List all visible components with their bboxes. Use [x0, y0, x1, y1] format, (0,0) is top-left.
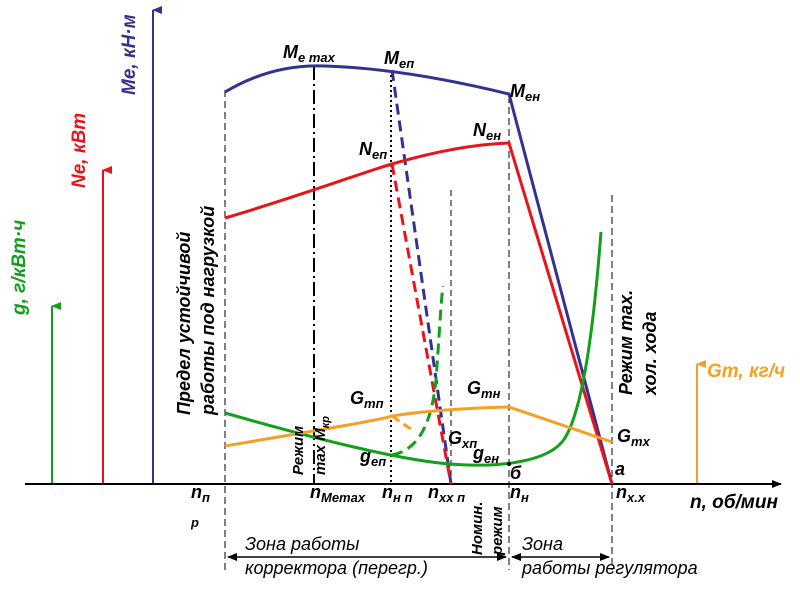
me-axis-label-text: Me, кН·м [119, 14, 140, 95]
max-torque-mode-note: Режим max Mкр [290, 416, 332, 475]
ge-n-label: gен [472, 443, 499, 466]
tick-nnp: nн п [382, 482, 412, 505]
stability-note-line2: работы под нагрузкой [198, 206, 218, 416]
gt-n-label: Gтн [467, 378, 501, 401]
mode-mmax-sub: кр [320, 416, 332, 429]
nominal-mode-note: Номин. режим [469, 502, 506, 556]
tick-nxx: nх.х [616, 482, 646, 505]
gt-axis-label: Gт, кг/ч [707, 361, 785, 382]
ge-p-label: gеп [359, 446, 386, 469]
stability-note-line1: Предел устойчивой [174, 232, 194, 415]
gx-p-label: Gхп [448, 428, 477, 451]
tick-nmemax: nMemax [310, 482, 366, 505]
me-max-label: Me max [283, 42, 336, 65]
regulator-zone-line1: Зона [522, 534, 563, 554]
me-n-label: Mен [510, 81, 540, 104]
tick-np: nп [191, 482, 210, 505]
gt-x-label: Gтх [617, 426, 651, 449]
me-p-label: Mеп [384, 48, 414, 71]
g-curve [224, 231, 603, 467]
ne-corrector-dashed [390, 163, 453, 485]
gt-curve [224, 405, 613, 448]
nominal-note-line2: режим [489, 506, 506, 556]
idle-note-line2: хол. хода [640, 312, 660, 396]
tick-np-extra: р [190, 515, 199, 530]
ne-axis-label-text: Ne, кВт [69, 113, 90, 188]
x-axis-label: n, об/мин [690, 492, 778, 513]
g-axis-label: g, г/кВт·ч [9, 220, 30, 316]
ne-n-label: Nен [473, 120, 501, 143]
corrector-zone-line2: корректора (перегр.) [245, 558, 428, 578]
mode-mmax-line1: Режим [290, 426, 307, 475]
svg-text:max Mкр: max Mкр [312, 416, 332, 475]
idle-max-note: Режим max. хол. хода [616, 290, 660, 396]
corrector-zone-line1: Зона работы [245, 534, 359, 554]
regulator-zone-line2: работы регулятора [521, 558, 698, 578]
me-curve [224, 64, 614, 485]
me-axis-label: Me, кН·м [119, 14, 140, 95]
g-corrector-dashed [391, 285, 445, 457]
point-a-label: а [615, 459, 625, 479]
gt-p-label: Gтп [350, 388, 384, 411]
ne-curve [224, 141, 614, 485]
idle-note-line1: Режим max. [616, 290, 636, 395]
me-corrector-dashed [390, 69, 453, 485]
point-b-label: б [510, 463, 522, 483]
ne-p-label: Nеп [359, 139, 387, 162]
g-axis-label-text: g, г/кВт·ч [9, 220, 30, 316]
gt-corrector-dashed [391, 414, 416, 434]
tick-nn: nн [510, 482, 529, 505]
ne-axis-label: Ne, кВт [69, 113, 90, 188]
stability-limit-note: Предел устойчивой работы под нагрузкой [174, 206, 218, 416]
point-b-marker [507, 462, 511, 466]
nominal-note-line1: Номин. [469, 502, 486, 555]
mode-mmax-line2: max M [312, 428, 329, 475]
tick-nxxp: nхх п [428, 482, 465, 505]
